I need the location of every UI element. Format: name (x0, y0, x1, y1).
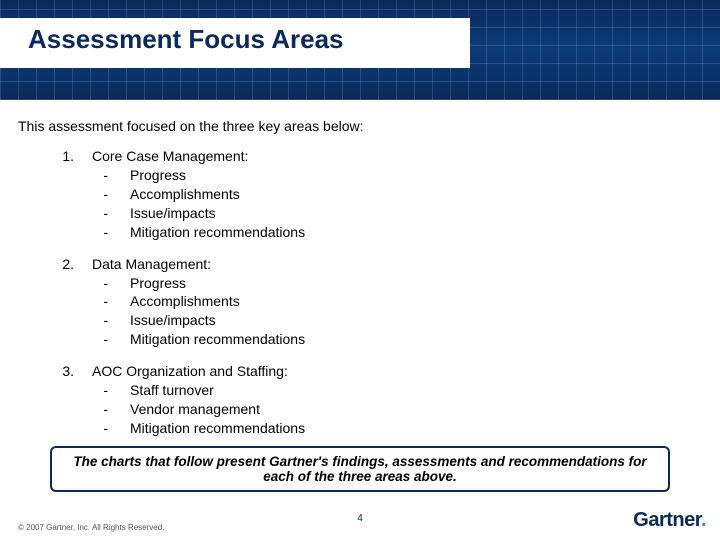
item-number: 2. (0, 256, 92, 272)
intro-text: This assessment focused on the three key… (18, 118, 364, 134)
gartner-logo: Gartner. (633, 509, 706, 532)
bullet-dash: - (0, 381, 130, 400)
sub-item: Progress (130, 274, 186, 293)
bullet-dash: - (0, 419, 130, 438)
item-title: Core Case Management: (92, 148, 248, 164)
bullet-dash: - (0, 400, 130, 419)
callout-box: The charts that follow present Gartner's… (50, 446, 670, 492)
logo-text: Gartner (633, 509, 701, 531)
focus-area-list: 1. Core Case Management: -Progress -Acco… (0, 148, 720, 452)
item-title: Data Management: (92, 256, 211, 272)
sub-item: Staff turnover (130, 381, 214, 400)
bullet-dash: - (0, 166, 130, 185)
page-title: Assessment Focus Areas (28, 24, 344, 55)
sub-item: Progress (130, 166, 186, 185)
slide: Assessment Focus Areas This assessment f… (0, 0, 720, 540)
copyright-footer: © 2007 Gartner, Inc. All Rights Reserved… (18, 523, 164, 532)
bullet-dash: - (0, 292, 130, 311)
logo-dot-icon: . (701, 509, 706, 531)
sub-item: Issue/impacts (130, 311, 216, 330)
bullet-dash: - (0, 274, 130, 293)
item-number: 1. (0, 148, 92, 164)
bullet-dash: - (0, 204, 130, 223)
sub-item: Accomplishments (130, 292, 240, 311)
item-title: AOC Organization and Staffing: (92, 363, 288, 379)
sub-item: Vendor management (130, 400, 260, 419)
sub-list: -Staff turnover -Vendor management -Miti… (0, 381, 720, 438)
bullet-dash: - (0, 330, 130, 349)
bullet-dash: - (0, 311, 130, 330)
sub-item: Issue/impacts (130, 204, 216, 223)
bullet-dash: - (0, 223, 130, 242)
bullet-dash: - (0, 185, 130, 204)
sub-item: Mitigation recommendations (130, 223, 305, 242)
sub-item: Mitigation recommendations (130, 419, 305, 438)
list-item: 1. Core Case Management: -Progress -Acco… (0, 148, 720, 242)
list-item: 2. Data Management: -Progress -Accomplis… (0, 256, 720, 350)
list-item: 3. AOC Organization and Staffing: -Staff… (0, 363, 720, 438)
item-number: 3. (0, 363, 92, 379)
sub-item: Mitigation recommendations (130, 330, 305, 349)
sub-list: -Progress -Accomplishments -Issue/impact… (0, 274, 720, 350)
sub-item: Accomplishments (130, 185, 240, 204)
page-number: 4 (357, 513, 363, 524)
sub-list: -Progress -Accomplishments -Issue/impact… (0, 166, 720, 242)
